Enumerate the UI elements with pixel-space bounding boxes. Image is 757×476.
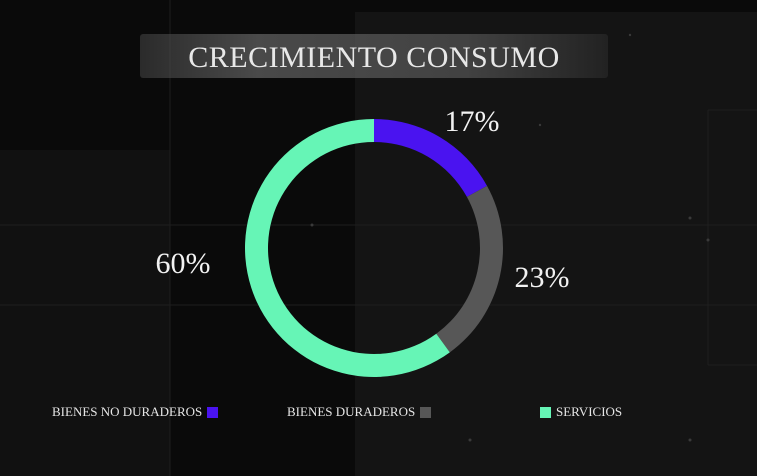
background-panel-left <box>0 150 170 476</box>
data-label-bienes-duraderos: 23% <box>515 261 570 294</box>
legend-swatch-bienes-no-duraderos <box>207 406 219 418</box>
legend-label-bienes-no-duraderos: BIENES NO DURADEROS <box>52 404 203 419</box>
donut-slice-bienes-no-duraderos <box>374 119 488 197</box>
chart-title: CRECIMIENTO CONSUMO <box>188 41 560 74</box>
donut-slice-bienes-duraderos <box>436 185 503 353</box>
legend-label-bienes-duraderos: BIENES DURADEROS <box>287 404 416 419</box>
legend-item-servicios: SERVICIOS <box>540 404 622 420</box>
data-label-servicios: 60% <box>156 247 211 280</box>
legend-item-bienes-duraderos: BIENES DURADEROS <box>287 404 432 420</box>
legend-swatch-bienes-duraderos <box>420 406 432 418</box>
donut-slice-servicios <box>245 119 450 377</box>
legend-label-servicios: SERVICIOS <box>556 404 623 419</box>
background-panel-right <box>355 12 757 476</box>
title-banner <box>140 34 608 78</box>
data-label-bienes-no-duraderos: 17% <box>445 105 500 138</box>
legend-item-bienes-no-duraderos: BIENES NO DURADEROS <box>52 404 219 420</box>
legend-swatch-servicios <box>540 406 551 418</box>
